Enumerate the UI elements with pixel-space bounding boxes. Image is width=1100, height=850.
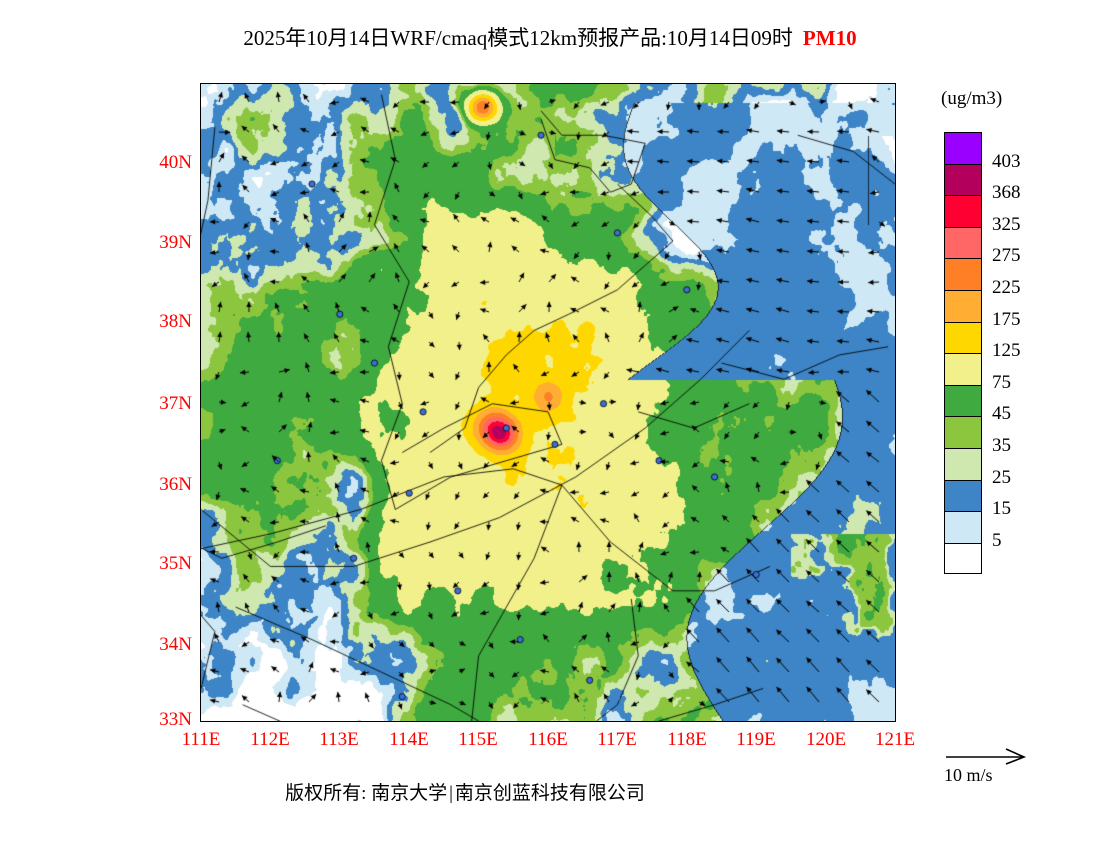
y-tick-34n: 34N: [159, 634, 192, 655]
colorbar-tick-label: 5: [992, 529, 1002, 551]
pm10-concentration-map: [201, 84, 895, 721]
colorbar-swatch: [944, 321, 982, 354]
colorbar-tick-label: 15: [992, 498, 1011, 520]
x-tick-117e: 117E: [597, 729, 637, 750]
x-tick-116e: 116E: [528, 729, 568, 750]
y-tick-37n: 37N: [159, 393, 192, 414]
footer-right: 南京创蓝科技有限公司: [454, 783, 645, 804]
x-tick-121e: 121E: [874, 729, 916, 750]
colorbar-tick-label: 175: [992, 308, 1021, 330]
y-tick-38n: 38N: [159, 311, 192, 332]
colorbar-swatch: [944, 258, 982, 290]
colorbar-tick-label: 368: [992, 182, 1021, 204]
page-title: 2025年10月14日WRF/cmaq模式12km预报产品:10月14日09时 P…: [0, 22, 1100, 52]
x-tick-111e: 111E: [181, 729, 221, 750]
arrow-right-icon: [944, 745, 1064, 767]
colorbar: [944, 132, 982, 575]
colorbar-tick-label: 75: [992, 371, 1011, 393]
colorbar-tick-label: 403: [992, 150, 1021, 172]
colorbar-swatch: [944, 384, 982, 417]
footer-left: 版权所有: 南京大学: [285, 783, 448, 804]
x-tick-118e: 118E: [667, 729, 707, 750]
colorbar-swatch: [944, 195, 982, 227]
x-tick-112e: 112E: [250, 729, 290, 750]
colorbar-swatch: [944, 542, 982, 575]
colorbar-swatch: [944, 132, 982, 164]
x-tick-119e: 119E: [736, 729, 776, 750]
wind-scale-legend: 10 m/s: [944, 745, 1064, 786]
wind-scale-label: 10 m/s: [944, 765, 993, 785]
colorbar-swatch: [944, 163, 982, 196]
x-tick-113e: 113E: [319, 729, 359, 750]
footer-separator: |: [449, 783, 453, 804]
map-plot-area: [200, 83, 896, 722]
y-tick-35n: 35N: [159, 553, 192, 574]
colorbar-units: (ug/m3): [941, 88, 1003, 109]
colorbar-tick-label: 35: [992, 435, 1011, 456]
colorbar-swatch: [944, 447, 982, 480]
y-tick-39n: 39N: [159, 232, 192, 253]
colorbar-tick-label: 225: [992, 277, 1021, 298]
colorbar-swatch: [944, 416, 982, 448]
colorbar-swatch: [944, 289, 982, 322]
colorbar-tick-label: 325: [992, 213, 1021, 235]
x-tick-114e: 114E: [389, 729, 429, 750]
copyright-footer: 版权所有: 南京大学 | 南京创蓝科技有限公司: [0, 778, 930, 805]
title-main: 2025年10月14日WRF/cmaq模式12km预报产品:10月14日09时: [243, 26, 793, 50]
colorbar-tick-label: 45: [992, 403, 1011, 425]
x-tick-120e: 120E: [805, 729, 847, 750]
colorbar-swatch: [944, 226, 982, 259]
colorbar-tick-label: 125: [992, 340, 1021, 362]
y-tick-36n: 36N: [159, 474, 192, 495]
colorbar-tick-label: 275: [992, 245, 1021, 267]
colorbar-swatch: [944, 353, 982, 385]
y-tick-33n: 33N: [159, 709, 192, 730]
title-species: PM10: [802, 26, 857, 50]
y-tick-40n: 40N: [159, 152, 192, 173]
x-tick-115e: 115E: [458, 729, 498, 750]
colorbar-tick-label: 25: [992, 466, 1011, 488]
colorbar-swatch: [944, 479, 982, 512]
colorbar-swatch: [944, 511, 982, 543]
